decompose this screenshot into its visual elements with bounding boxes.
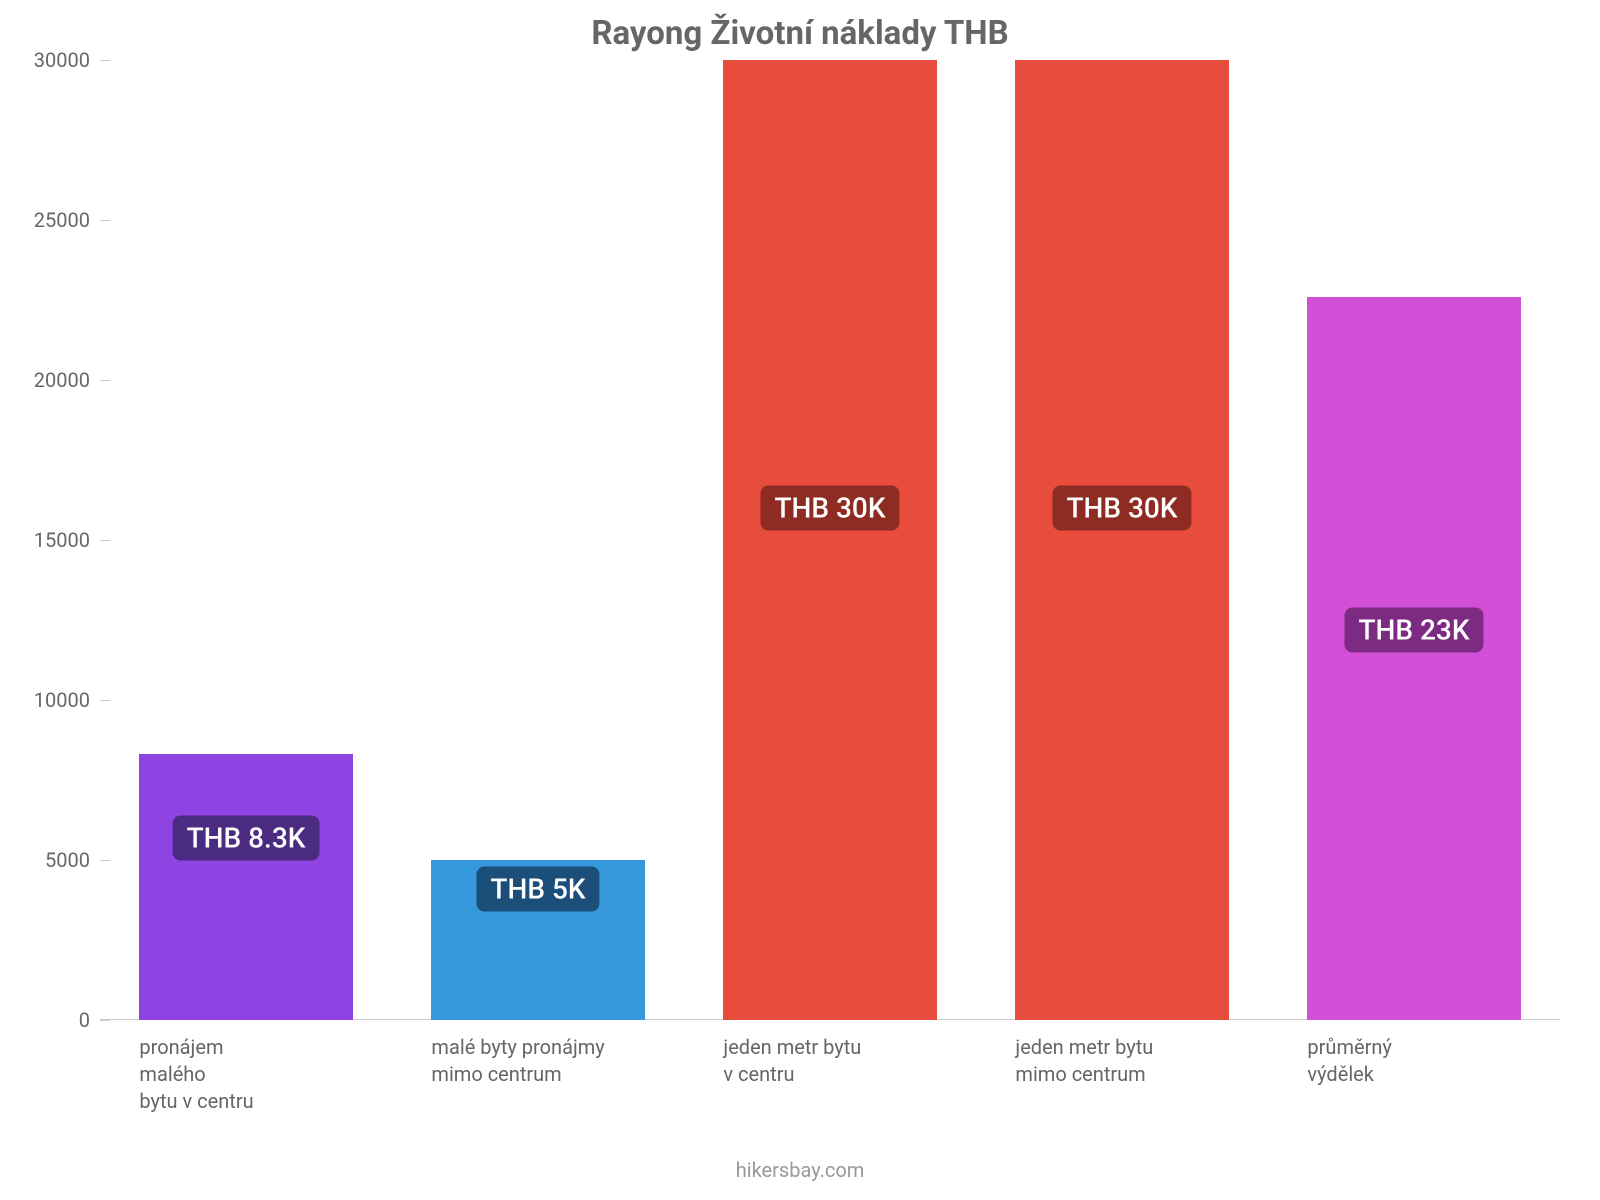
bar-value-label: THB 23K [1344,607,1483,652]
x-category-label: pronájem malého bytu v centru [139,1020,253,1115]
bar [723,60,936,1020]
y-tick-label: 20000 [34,368,100,392]
x-category-label: jeden metr bytu mimo centrum [1015,1020,1153,1088]
chart-title: Rayong Životní náklady THB [0,14,1600,53]
y-tick [100,380,110,381]
bar-value-label: THB 30K [1052,486,1191,531]
y-tick [100,220,110,221]
bar-value-label: THB 8.3K [173,815,320,860]
y-tick [100,700,110,701]
y-tick [100,860,110,861]
bar [1307,297,1520,1020]
y-tick-label: 5000 [45,848,100,872]
chart-plot-area: 050001000015000200002500030000THB 8.3Kpr… [100,60,1560,1020]
y-tick [100,60,110,61]
bar [139,754,352,1020]
y-tick-label: 10000 [34,688,100,712]
y-tick-label: 0 [79,1008,100,1032]
chart-footer: hikersbay.com [0,1158,1600,1182]
y-tick-label: 15000 [34,528,100,552]
x-category-label: malé byty pronájmy mimo centrum [431,1020,604,1088]
y-tick-label: 25000 [34,208,100,232]
y-tick-label: 30000 [34,48,100,72]
chart-container: Rayong Životní náklady THB 0500010000150… [0,0,1600,1200]
x-category-label: průměrný výdělek [1307,1020,1391,1088]
x-category-label: jeden metr bytu v centru [723,1020,861,1088]
bar [1015,60,1228,1020]
bar-value-label: THB 5K [476,866,599,911]
y-tick [100,1020,110,1021]
y-tick [100,540,110,541]
bar-value-label: THB 30K [760,486,899,531]
